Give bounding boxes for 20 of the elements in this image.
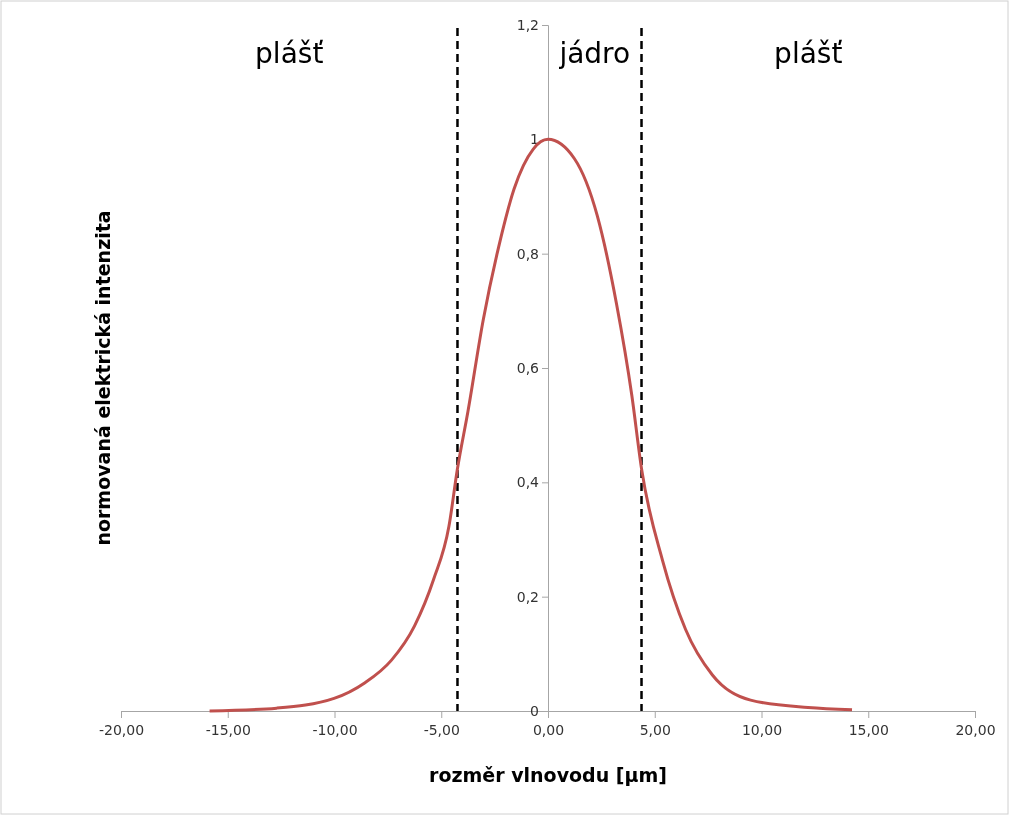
- y-tick-label: 0,2: [516, 588, 539, 605]
- y-tick-label: 0,6: [516, 359, 540, 376]
- x-tick-label: 15,00: [848, 722, 889, 738]
- annotation: plášť: [255, 37, 324, 70]
- annotation: jádro: [558, 37, 631, 70]
- x-tick-label: -10,00: [312, 722, 358, 738]
- x-tick-label: 20,00: [955, 722, 996, 738]
- y-tick-label: 0,8: [516, 245, 539, 262]
- x-tick-label: -15,00: [205, 722, 251, 738]
- y-tick-label: 0: [530, 702, 539, 719]
- annotation: plášť: [774, 37, 843, 70]
- x-tick-label: 10,00: [741, 722, 783, 738]
- x-tick-label: -5,00: [423, 722, 460, 738]
- x-tick-label: 0,00: [532, 722, 565, 738]
- x-tick-label: 5,00: [639, 722, 671, 738]
- y-axis-title: normovaná elektrická intenzita: [92, 210, 114, 546]
- x-axis-title: rozměr vlnovodu [µm]: [429, 764, 667, 786]
- y-tick-label: 0,4: [516, 474, 540, 491]
- x-tick-label: -20,00: [98, 722, 145, 738]
- y-tick-label: 1,2: [516, 16, 539, 33]
